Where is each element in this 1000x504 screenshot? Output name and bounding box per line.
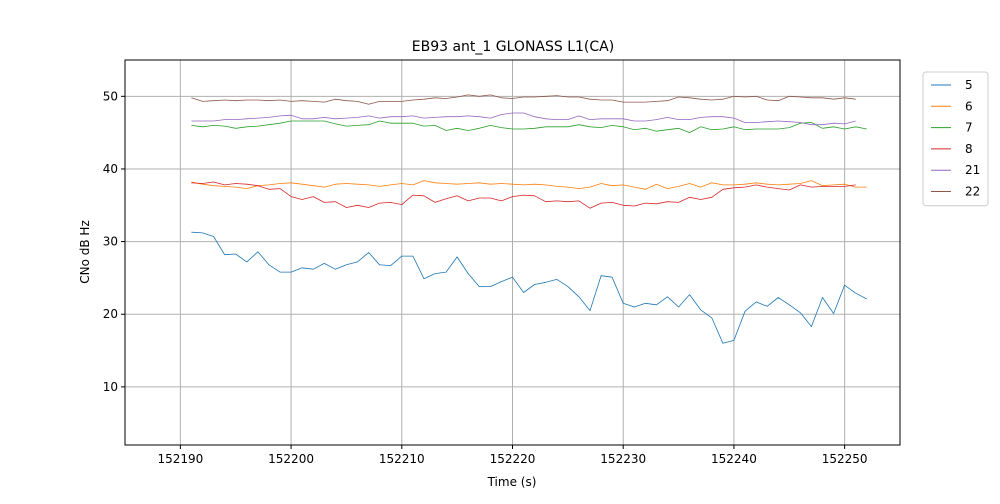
legend: 5 6 7 8 21 22 [922, 71, 989, 207]
x-tick-label: 152250 [822, 452, 868, 466]
legend-label-22: 22 [965, 185, 980, 199]
x-axis-label: Time (s) [487, 475, 537, 489]
legend-box [922, 71, 989, 207]
y-axis: 10 20 30 40 50 [103, 89, 125, 394]
y-axis-label: CNo dB Hz [78, 220, 92, 284]
series-line-8 [191, 181, 856, 209]
x-tick-label: 152240 [711, 452, 757, 466]
series-line-7 [191, 120, 867, 134]
legend-label-21: 21 [965, 163, 980, 177]
y-tick-label: 40 [103, 162, 118, 176]
legend-label-8: 8 [965, 142, 973, 156]
series-line-22 [191, 94, 856, 105]
x-tick-label: 152220 [490, 452, 536, 466]
y-tick-label: 50 [103, 89, 118, 103]
legend-label-6: 6 [965, 99, 973, 113]
series-lines [191, 94, 867, 344]
legend-label-7: 7 [965, 121, 973, 135]
x-axis: 152190 152200 152210 152220 152230 152240 1522… [157, 445, 868, 466]
x-tick-label: 152230 [600, 452, 646, 466]
grid [125, 60, 900, 445]
series-line-5 [191, 231, 867, 344]
series-line-21 [191, 112, 856, 126]
x-tick-label: 152210 [379, 452, 425, 466]
series-line-6 [191, 180, 867, 190]
x-tick-label: 152190 [157, 452, 203, 466]
legend-label-5: 5 [965, 78, 973, 92]
y-tick-label: 20 [103, 307, 118, 321]
y-tick-label: 30 [103, 235, 118, 249]
chart-title: EB93 ant_1 GLONASS L1(CA) [412, 39, 614, 55]
y-tick-label: 10 [103, 380, 118, 394]
x-tick-label: 152200 [268, 452, 314, 466]
